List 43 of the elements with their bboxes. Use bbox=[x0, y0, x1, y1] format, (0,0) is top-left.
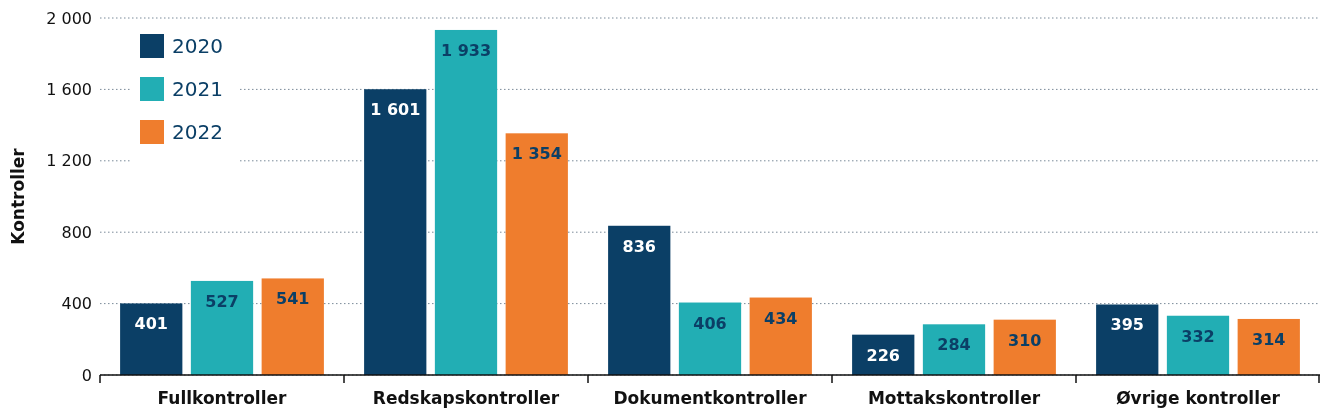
bar bbox=[608, 225, 671, 375]
bar bbox=[190, 280, 254, 375]
bar bbox=[678, 302, 742, 375]
bar bbox=[1096, 304, 1159, 375]
x-tick-label: Fullkontroller bbox=[157, 388, 288, 408]
data-label: 284 bbox=[937, 335, 971, 355]
y-tick-label: 400 bbox=[61, 294, 92, 314]
data-label: 401 bbox=[134, 314, 168, 334]
data-label: 434 bbox=[764, 308, 798, 328]
bar bbox=[120, 303, 183, 375]
data-label: 1 354 bbox=[511, 144, 562, 164]
x-tick-label: Redskapskontroller bbox=[372, 388, 560, 408]
y-tick-label: 800 bbox=[61, 222, 92, 242]
data-label: 541 bbox=[276, 289, 310, 309]
bar bbox=[993, 319, 1056, 375]
data-label: 406 bbox=[693, 313, 727, 333]
bar bbox=[1237, 318, 1300, 375]
legend-label: 2020 bbox=[172, 34, 223, 58]
legend-label: 2021 bbox=[172, 77, 223, 101]
bar bbox=[749, 297, 812, 375]
data-label: 1 933 bbox=[440, 40, 492, 60]
bar bbox=[434, 29, 498, 375]
data-label: 310 bbox=[1008, 330, 1042, 350]
data-label: 314 bbox=[1252, 329, 1286, 349]
bar bbox=[505, 133, 568, 375]
data-label: 1 601 bbox=[370, 100, 421, 120]
x-tick-label: Øvrige kontroller bbox=[1116, 388, 1281, 408]
y-tick-label: 1 200 bbox=[46, 151, 92, 171]
y-tick-label: 1 600 bbox=[46, 80, 92, 99]
data-label: 332 bbox=[1181, 326, 1215, 346]
bar bbox=[1166, 315, 1230, 375]
x-tick-label: Mottakskontroller bbox=[867, 388, 1041, 408]
data-label: 836 bbox=[622, 236, 656, 256]
x-tick-label: Dokumentkontroller bbox=[613, 388, 808, 408]
data-label: 226 bbox=[866, 345, 900, 365]
y-tick-label: 2 000 bbox=[46, 8, 92, 28]
bar bbox=[364, 89, 427, 375]
data-label: 527 bbox=[205, 291, 239, 311]
data-label: 395 bbox=[1110, 315, 1144, 335]
y-axis-title: Kontroller bbox=[8, 147, 28, 245]
bar bbox=[261, 278, 324, 375]
legend-label: 2022 bbox=[172, 120, 223, 144]
y-tick-label: 0 bbox=[81, 365, 92, 385]
